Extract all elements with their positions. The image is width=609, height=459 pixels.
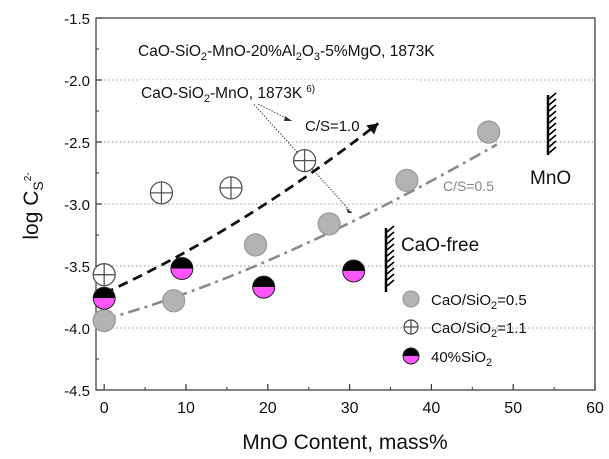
cao-free-hatch-marker [384,225,395,292]
half-magenta [93,298,116,310]
half-circle-point [92,286,116,310]
half-outline [342,259,366,283]
gray-circle-point [243,233,268,257]
legend-entry-40sio2: 40%SiO2 [402,347,492,369]
pointer-arrowhead-top [284,116,292,121]
cs10-label: C/S=1.0 [305,118,360,135]
legend-marker-gray-circle [402,290,420,308]
y-axis-label: log CS2- [20,172,46,239]
half-magenta [342,270,365,282]
y-tick-label: -2.5 [64,135,90,152]
crosshair-circle-point [219,176,243,200]
x-tick-label: 0 [100,400,109,417]
cs10-arrowhead [366,123,379,135]
fit-lines [103,122,498,321]
half-magenta [252,287,275,299]
y-tick-label: -1.5 [64,11,90,28]
half-outline [252,275,276,299]
cs05-dashdot-line [103,143,498,321]
half-outline [92,286,116,310]
mno-hatch-marker [546,92,557,155]
cs10-dashed-line [103,122,380,295]
legend-label: CaO/SiO2=1.1 [431,320,527,340]
cs05-label: C/S=0.5 [443,178,494,194]
y-tick-label: -3.0 [64,197,90,214]
data-points [92,120,501,333]
x-tick-label: 50 [504,400,522,417]
x-axis-label: MnO Content, mass% [242,431,447,454]
half-black [252,276,275,288]
half-circle-point [170,256,194,280]
reference-label: CaO-SiO2-MnO, 1873K 6) [141,84,315,105]
crosshair-circle-point [149,181,174,205]
mno-annotation: MnO [530,168,571,189]
legend-marker-half-circle [402,347,420,365]
crosshair-circle-point [292,148,317,173]
gray-circle-point [477,120,501,144]
pointer-arrowhead-bottom [346,208,352,213]
x-tick-label: 20 [259,400,277,417]
half-circle-point [342,259,366,283]
legend-label: CaO/SiO2=0.5 [431,292,527,312]
legend-label: 40%SiO2 [431,349,492,369]
gray-circle-point [92,308,116,333]
half-black [342,259,365,271]
legend: CaO/SiO2=0.5 CaO/SiO2=1.1 40%SiO2 [402,290,527,369]
legend-entry-cs05: CaO/SiO2=0.5 [402,290,527,312]
cao-free-annotation: CaO-free [401,235,479,256]
x-tick-label: 10 [177,400,195,417]
legend-entry-cs11: CaO/SiO2=1.1 [403,319,527,340]
half-circle-point [252,275,276,299]
gray-circle-point [162,289,186,313]
reference-label-background [138,80,418,104]
axis-ticks: -1.5 -2.0 -2.5 -3.0 -3.5 -4.0 -4.5 0 10 20 30 40 50 6… [64,11,604,417]
x-tick-label: 60 [586,400,604,417]
y-tick-label: -4.5 [64,383,90,400]
half-magenta [170,268,193,280]
y-tick-label: -3.5 [64,259,90,276]
half-outline [170,256,194,280]
legend-marker-crosshair-circle [403,319,419,335]
x-tick-label: 30 [341,400,359,417]
chart-title: CaO-SiO2-MnO-20%Al2O3-5%MgO, 1873K [138,43,435,63]
half-black [93,287,116,299]
half-black [170,257,193,269]
x-tick-label: 40 [422,400,440,417]
crosshair-circle-point [92,263,116,287]
gray-circle-point [395,168,419,193]
y-tick-label: -2.0 [64,73,90,90]
y-tick-label: -4.0 [64,321,90,338]
gray-circle-point [317,212,341,236]
